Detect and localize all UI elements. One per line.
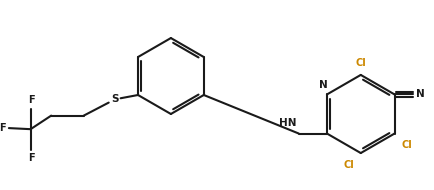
Text: N: N	[319, 80, 328, 90]
Text: F: F	[28, 95, 35, 105]
Text: F: F	[0, 123, 6, 133]
Text: N: N	[416, 89, 425, 99]
Text: Cl: Cl	[343, 160, 354, 169]
Text: Cl: Cl	[401, 140, 412, 150]
Text: HN: HN	[279, 118, 296, 128]
Text: S: S	[112, 94, 119, 104]
Text: F: F	[28, 153, 35, 163]
Text: Cl: Cl	[355, 58, 366, 68]
